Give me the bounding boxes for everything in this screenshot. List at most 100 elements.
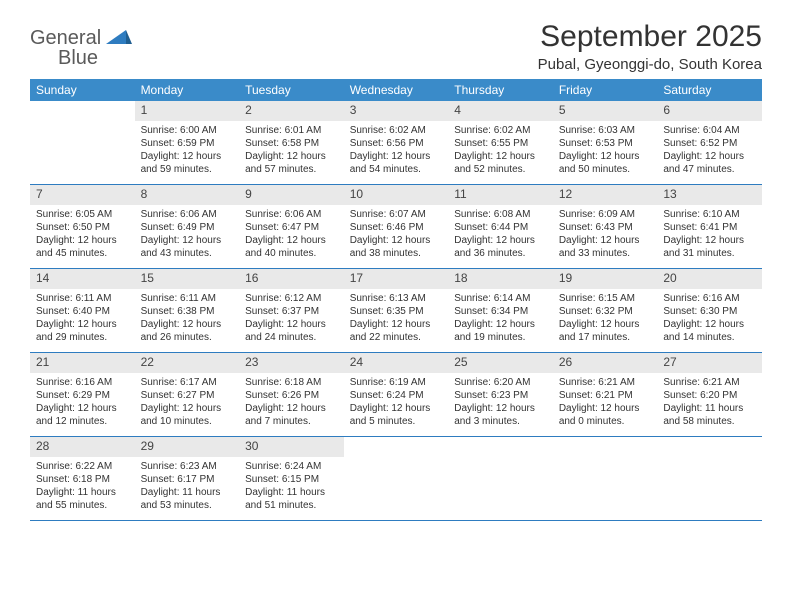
day-number-cell: 6 — [657, 101, 762, 121]
sunrise-text: Sunrise: 6:18 AM — [245, 376, 338, 389]
sunrise-text: Sunrise: 6:02 AM — [454, 124, 547, 137]
day-number-cell: 23 — [239, 353, 344, 373]
day-number-cell: 22 — [135, 353, 240, 373]
day-number-cell: 5 — [553, 101, 658, 121]
day-number-cell: 4 — [448, 101, 553, 121]
daylight-text: Daylight: 12 hours — [454, 402, 547, 415]
daylight-text: and 31 minutes. — [663, 247, 756, 260]
weekday-header: Wednesday — [344, 79, 449, 101]
daylight-text: Daylight: 12 hours — [559, 402, 652, 415]
day-number-cell: 3 — [344, 101, 449, 121]
sunset-text: Sunset: 6:47 PM — [245, 221, 338, 234]
daylight-text: Daylight: 11 hours — [663, 402, 756, 415]
sunrise-text: Sunrise: 6:15 AM — [559, 292, 652, 305]
day-data-cell: Sunrise: 6:00 AMSunset: 6:59 PMDaylight:… — [135, 121, 240, 185]
daylight-text: and 10 minutes. — [141, 415, 234, 428]
day-number-row: 282930 — [30, 437, 762, 457]
day-data-cell: Sunrise: 6:03 AMSunset: 6:53 PMDaylight:… — [553, 121, 658, 185]
sunrise-text: Sunrise: 6:08 AM — [454, 208, 547, 221]
sunset-text: Sunset: 6:32 PM — [559, 305, 652, 318]
sunrise-text: Sunrise: 6:24 AM — [245, 460, 338, 473]
sunrise-text: Sunrise: 6:14 AM — [454, 292, 547, 305]
sunset-text: Sunset: 6:43 PM — [559, 221, 652, 234]
daylight-text: and 59 minutes. — [141, 163, 234, 176]
day-data-row: Sunrise: 6:16 AMSunset: 6:29 PM Daylight:… — [30, 373, 762, 437]
day-number-cell: 18 — [448, 269, 553, 289]
day-data-row: Sunrise: 6:00 AMSunset: 6:59 PMDaylight:… — [30, 121, 762, 185]
day-data-cell: Sunrise: 6:23 AMSunset: 6:17 PMDaylight:… — [135, 457, 240, 521]
daylight-text: and 33 minutes. — [559, 247, 652, 260]
daylight-text: Daylight: 12 hours — [141, 318, 234, 331]
day-number-row: 123456 — [30, 101, 762, 121]
daylight-text: and 7 minutes. — [245, 415, 338, 428]
daylight-text: and 51 minutes. — [245, 499, 338, 512]
daylight-text: and 29 minutes. — [36, 331, 129, 344]
logo-text-block: General Blue — [30, 26, 132, 69]
sunrise-text: Sunrise: 6:00 AM — [141, 124, 234, 137]
daylight-text: Daylight: 12 hours — [663, 318, 756, 331]
day-data-cell: Sunrise: 6:11 AMSunset: 6:40 PMDaylight:… — [30, 289, 135, 353]
daylight-text: Daylight: 11 hours — [36, 486, 129, 499]
month-title: September 2025 — [538, 20, 762, 54]
sunset-text: Sunset: 6:24 PM — [350, 389, 443, 402]
day-number-cell — [657, 437, 762, 457]
daylight-text: and 19 minutes. — [454, 331, 547, 344]
day-data-cell: Sunrise: 6:18 AMSunset: 6:26 PMDaylight:… — [239, 373, 344, 437]
calendar-body: 123456Sunrise: 6:00 AMSunset: 6:59 PMDay… — [30, 101, 762, 521]
sunrise-text: Sunrise: 6:21 AM — [559, 376, 652, 389]
sunset-text: Sunset: 6:52 PM — [663, 137, 756, 150]
day-data-cell — [553, 457, 658, 521]
daylight-text: Daylight: 12 hours — [36, 318, 129, 331]
daylight-text: Daylight: 12 hours — [350, 402, 443, 415]
day-number-cell: 13 — [657, 185, 762, 205]
day-number-row: 21222324252627 — [30, 353, 762, 373]
day-data-cell: Sunrise: 6:21 AMSunset: 6:20 PMDaylight:… — [657, 373, 762, 437]
sunrise-text: Sunrise: 6:11 AM — [36, 292, 129, 305]
daylight-text: and 50 minutes. — [559, 163, 652, 176]
daylight-text: and 54 minutes. — [350, 163, 443, 176]
sunset-text: Sunset: 6:40 PM — [36, 305, 129, 318]
day-data-row: Sunrise: 6:05 AMSunset: 6:50 PMDaylight:… — [30, 205, 762, 269]
day-data-cell: Sunrise: 6:14 AMSunset: 6:34 PMDaylight:… — [448, 289, 553, 353]
sunset-text: Sunset: 6:49 PM — [141, 221, 234, 234]
daylight-text: and 52 minutes. — [454, 163, 547, 176]
daylight-text: Daylight: 12 hours — [141, 234, 234, 247]
sunset-text: Sunset: 6:34 PM — [454, 305, 547, 318]
calendar-table: Sunday Monday Tuesday Wednesday Thursday… — [30, 79, 762, 521]
sunrise-text: Sunrise: 6:06 AM — [245, 208, 338, 221]
sunrise-text: Sunrise: 6:16 AM — [36, 376, 129, 389]
daylight-text: and 45 minutes. — [36, 247, 129, 260]
sunset-text: Sunset: 6:56 PM — [350, 137, 443, 150]
sunset-text: Sunset: 6:29 PM — [36, 389, 129, 402]
sunrise-text: Sunrise: 6:12 AM — [245, 292, 338, 305]
sunrise-text: Sunrise: 6:07 AM — [350, 208, 443, 221]
sunset-text: Sunset: 6:41 PM — [663, 221, 756, 234]
day-data-cell: Sunrise: 6:19 AMSunset: 6:24 PMDaylight:… — [344, 373, 449, 437]
daylight-text: and 43 minutes. — [141, 247, 234, 260]
daylight-text: Daylight: 12 hours — [141, 402, 234, 415]
day-number-cell: 15 — [135, 269, 240, 289]
day-number-cell: 27 — [657, 353, 762, 373]
day-number-row: 14151617181920 — [30, 269, 762, 289]
day-data-cell: Sunrise: 6:04 AMSunset: 6:52 PMDaylight:… — [657, 121, 762, 185]
sunset-text: Sunset: 6:27 PM — [141, 389, 234, 402]
sunset-text: Sunset: 6:46 PM — [350, 221, 443, 234]
logo-text-blue: Blue — [30, 47, 98, 69]
day-data-cell — [344, 457, 449, 521]
daylight-text: and 55 minutes. — [36, 499, 129, 512]
daylight-text: and 17 minutes. — [559, 331, 652, 344]
day-number-cell: 30 — [239, 437, 344, 457]
daylight-text: and 24 minutes. — [245, 331, 338, 344]
daylight-text: Daylight: 12 hours — [663, 150, 756, 163]
sunset-text: Sunset: 6:38 PM — [141, 305, 234, 318]
logo-text-general: General — [30, 27, 101, 49]
sunrise-text: Sunrise: 6:05 AM — [36, 208, 129, 221]
day-number-cell: 1 — [135, 101, 240, 121]
day-number-cell: 21 — [30, 353, 135, 373]
day-number-cell: 14 — [30, 269, 135, 289]
sunrise-text: Sunrise: 6:13 AM — [350, 292, 443, 305]
header-row: General Blue September 2025 Pubal, Gyeon… — [30, 20, 762, 73]
day-number-cell: 8 — [135, 185, 240, 205]
sunset-text: Sunset: 6:37 PM — [245, 305, 338, 318]
day-data-cell — [448, 457, 553, 521]
